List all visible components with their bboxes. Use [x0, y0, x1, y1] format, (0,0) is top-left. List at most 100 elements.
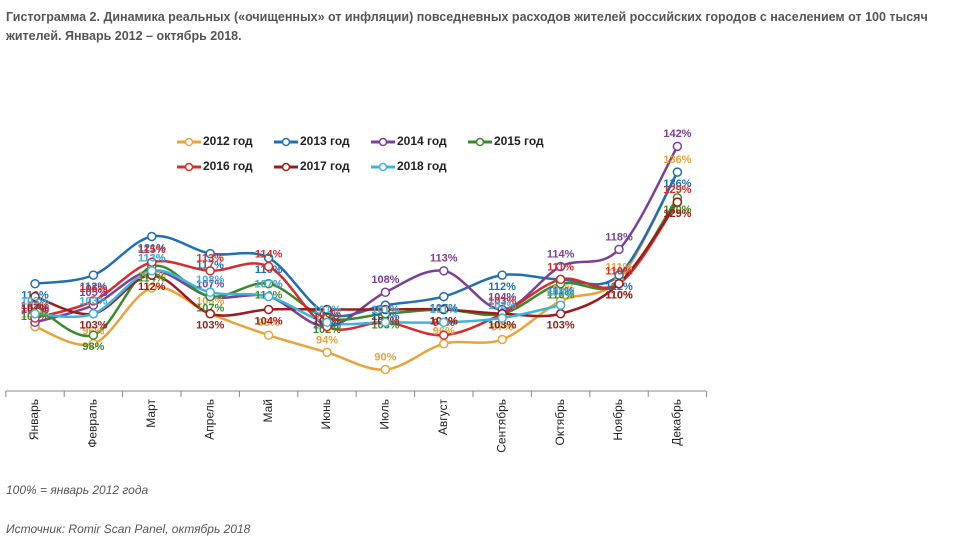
data-point	[88, 330, 99, 340]
x-tick-label: Октябрь	[553, 399, 567, 446]
data-label: 107%	[255, 278, 283, 290]
data-point	[380, 287, 391, 298]
legend-marker	[184, 162, 194, 172]
data-point	[555, 308, 566, 319]
data-label: 106%	[547, 283, 575, 295]
data-point	[263, 261, 274, 272]
x-tick-label: Ноябрь	[611, 399, 625, 441]
data-label: 110%	[605, 266, 633, 278]
legend-marker	[184, 137, 194, 147]
data-label: 102%	[21, 300, 49, 312]
data-label: 108%	[371, 274, 399, 286]
data-point	[205, 287, 215, 298]
data-point	[322, 304, 332, 315]
data-label: 103%	[79, 296, 107, 308]
data-label: 110%	[605, 290, 633, 302]
data-label: 103%	[196, 320, 224, 332]
data-point	[205, 266, 215, 276]
legend-marker	[475, 137, 485, 147]
series-line	[34, 145, 679, 328]
data-point	[497, 270, 507, 280]
data-point	[263, 291, 274, 302]
legend-marker	[378, 137, 388, 147]
legend-label: 2014 год	[397, 134, 447, 148]
data-point	[672, 167, 683, 177]
chart-title: Гистограмма 2. Динамика реальных («очище…	[6, 10, 928, 43]
data-label: 129%	[663, 184, 691, 196]
data-label: 107%	[196, 302, 224, 314]
data-point	[614, 244, 624, 255]
x-tick-label: Июль	[378, 399, 392, 430]
data-label: 94%	[316, 334, 338, 346]
data-point	[439, 304, 449, 315]
data-label: 100%	[313, 309, 341, 321]
data-label: 101%	[313, 304, 341, 316]
data-label: 105%	[79, 287, 107, 299]
data-label: 136%	[663, 154, 691, 166]
series-line	[34, 269, 561, 326]
data-point	[147, 231, 157, 242]
data-label: 104%	[488, 291, 516, 303]
data-label: 114%	[547, 248, 575, 260]
data-label: 117%	[196, 260, 224, 272]
data-label: 103%	[79, 320, 107, 332]
x-tick-label: Март	[144, 399, 158, 428]
legend-marker	[281, 137, 291, 147]
data-label: 130%	[663, 204, 691, 216]
data-label: 113%	[138, 253, 166, 265]
x-tick-label: Сентябрь	[494, 399, 508, 453]
data-point	[205, 308, 215, 319]
data-label: 115%	[138, 244, 166, 256]
data-point	[672, 141, 683, 152]
legend-label: 2012 год	[203, 134, 253, 148]
data-label: 129%	[663, 208, 691, 220]
x-tick-label: Декабрь	[670, 399, 684, 446]
legend-label: 2013 год	[300, 134, 350, 148]
data-label: 97%	[491, 321, 513, 333]
data-label: 106%	[79, 283, 107, 295]
data-label: 102%	[488, 300, 516, 312]
data-label: 111%	[547, 285, 574, 297]
data-point	[439, 317, 449, 328]
data-point	[322, 347, 332, 358]
data-label: 104%	[255, 315, 283, 327]
legend-marker	[378, 162, 388, 172]
x-tick-label: Январь	[27, 399, 41, 440]
data-point	[439, 330, 449, 340]
legend-label: 2015 год	[494, 134, 544, 148]
data-label: 112%	[488, 281, 516, 293]
data-label: 101%	[371, 304, 399, 316]
data-label: 103%	[488, 320, 516, 332]
data-label: 107%	[196, 278, 224, 290]
data-label: 103%	[488, 296, 516, 308]
series-line	[34, 197, 679, 338]
data-point	[380, 364, 391, 375]
data-label: 142%	[663, 128, 691, 140]
data-label: 105%	[547, 287, 575, 299]
data-point	[439, 291, 449, 302]
data-label: 112%	[80, 281, 108, 293]
data-point	[439, 266, 449, 276]
data-point	[88, 308, 99, 319]
series-line	[34, 171, 679, 371]
data-label: 121%	[138, 242, 166, 254]
x-tick-label: Февраль	[86, 399, 100, 448]
x-tick-label: Апрель	[202, 399, 216, 440]
note: 100% = январь 2012 года	[6, 483, 149, 497]
data-point	[30, 278, 40, 289]
x-tick-label: Июнь	[319, 399, 333, 430]
legend-label: 2017 год	[300, 159, 350, 173]
data-label: 112%	[138, 281, 166, 293]
data-point	[263, 278, 274, 289]
x-tick-label: Май	[261, 399, 275, 423]
data-label: 113%	[430, 253, 458, 265]
data-label: 118%	[605, 231, 633, 243]
data-point	[88, 270, 99, 280]
data-point	[30, 291, 40, 302]
data-point	[380, 317, 391, 328]
data-label: 101%	[430, 304, 458, 316]
data-label: 98%	[258, 317, 280, 329]
data-label: 98%	[82, 341, 104, 353]
